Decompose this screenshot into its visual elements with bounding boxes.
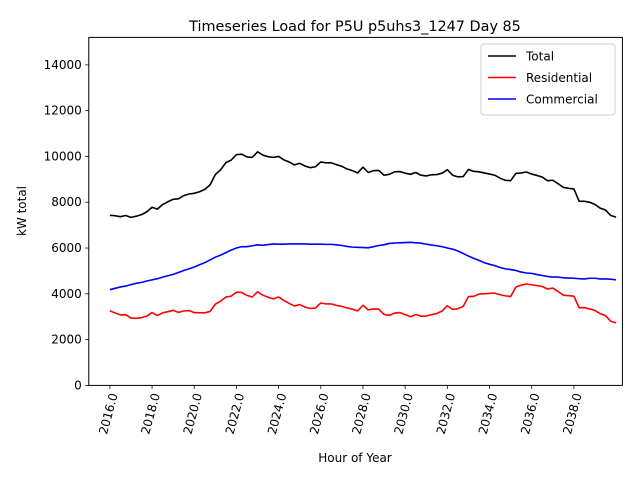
chart-title: Timeseries Load for P5U p5uhs3_1247 Day … xyxy=(188,19,521,35)
legend: Total Residential Commercial xyxy=(480,43,616,116)
y-tick-label: 14000 xyxy=(44,58,82,72)
y-tick-label: 10000 xyxy=(44,149,82,163)
plot-frame xyxy=(88,36,623,386)
y-axis-label: kW total xyxy=(15,186,29,236)
series-line-commercial xyxy=(109,241,617,291)
y-tick-label: 12000 xyxy=(44,104,82,118)
legend-label-residential: Residential xyxy=(526,71,592,85)
series-line-total xyxy=(109,151,617,219)
x-axis-label: Hour of Year xyxy=(318,451,392,465)
y-tick-label: 2000 xyxy=(51,333,82,347)
legend-label-commercial: Commercial xyxy=(526,93,598,107)
y-tick-label: 4000 xyxy=(51,287,82,301)
legend-box xyxy=(480,43,616,116)
plot-lines xyxy=(109,151,617,324)
y-tick-label: 0 xyxy=(74,378,82,392)
y-tick-label: 6000 xyxy=(51,241,82,255)
series-line-residential xyxy=(109,283,617,324)
legend-label-total: Total xyxy=(525,50,554,64)
y-tick-label: 8000 xyxy=(51,195,82,209)
y-axis: 0 2000 4000 6000 8000 10000 12000 14000 xyxy=(44,58,89,392)
